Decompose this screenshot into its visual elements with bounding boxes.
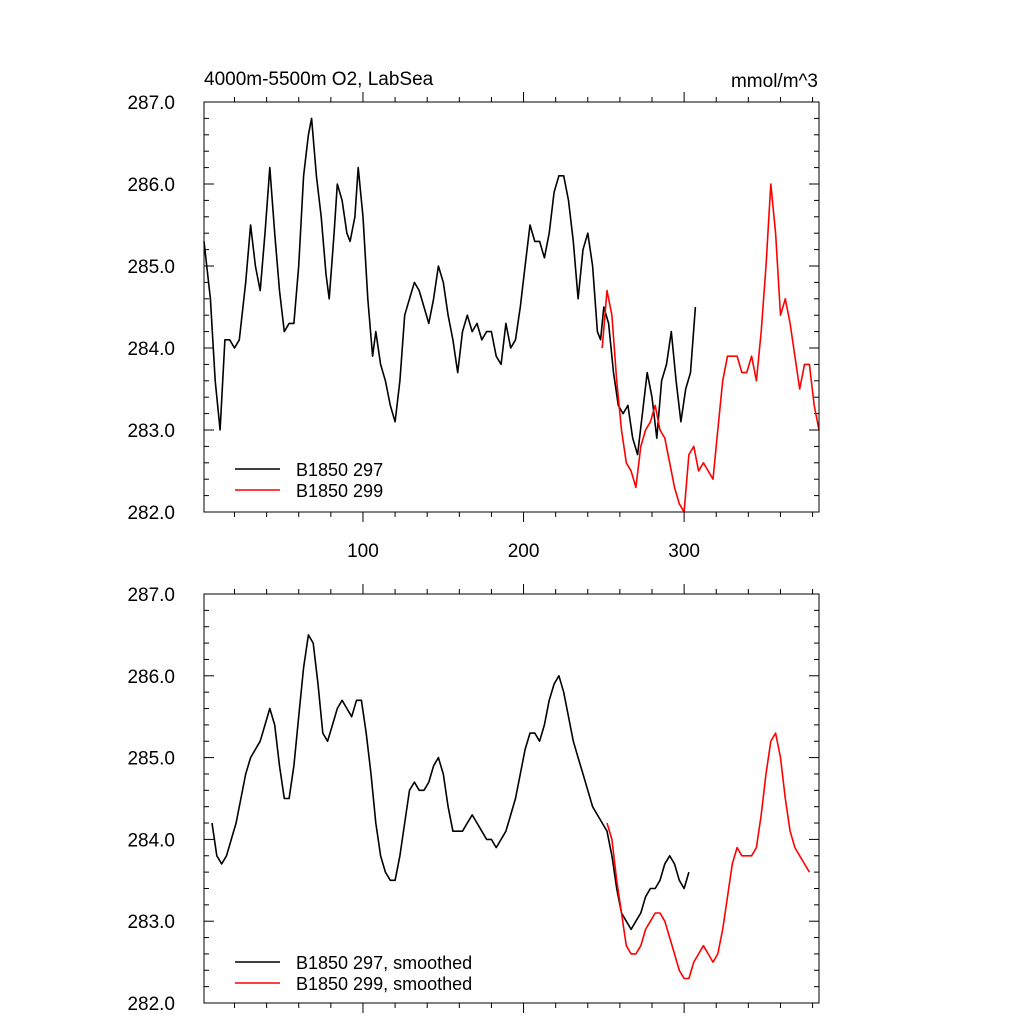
y-tick-label: 286.0 — [127, 175, 175, 196]
legend-label-1: B1850 299, smoothed — [296, 974, 472, 994]
axis-ticks: 282.0 283.0 284.0 285.0 286.0 287.0 — [127, 584, 819, 1015]
y-tick-label: 285.0 — [127, 749, 175, 770]
y-tick-label: 283.0 — [127, 912, 175, 933]
y-tick-label: 287.0 — [127, 93, 175, 114]
legend-label-1: B1850 299 — [296, 481, 383, 501]
x-tick-label: 300 — [668, 541, 700, 562]
top-panel: 4000m-5500m O2, LabSea mmol/m^3 282.0 283… — [127, 69, 820, 562]
plot-frame — [203, 593, 820, 1004]
series-line-1 — [606, 732, 811, 980]
y-tick-label: 284.0 — [127, 830, 175, 851]
y-tick-label: 285.0 — [127, 257, 175, 278]
plot-frame — [203, 101, 820, 513]
bottom-panel: 282.0 283.0 284.0 285.0 286.0 287.0 B1850 297… — [127, 584, 820, 1015]
series-line-0 — [203, 117, 697, 456]
y-tick-label: 287.0 — [127, 585, 175, 606]
series-line-1 — [601, 183, 820, 513]
units-label: mmol/m^3 — [731, 71, 818, 92]
y-tick-label: 286.0 — [127, 667, 175, 688]
legend-label-0: B1850 297 — [296, 460, 383, 480]
y-tick-label: 282.0 — [127, 503, 175, 524]
x-tick-label: 200 — [508, 541, 540, 562]
series-lines — [211, 634, 811, 980]
y-tick-label: 284.0 — [127, 339, 175, 360]
axis-ticks: 282.0 283.0 284.0 285.0 286.0 287.0 100 200 300 — [127, 92, 819, 562]
chart-title: 4000m-5500m O2, LabSea — [204, 69, 434, 90]
legend-label-0: B1850 297, smoothed — [296, 953, 472, 973]
series-line-0 — [211, 634, 690, 931]
x-tick-label: 100 — [347, 541, 379, 562]
series-lines — [203, 117, 820, 513]
y-tick-label: 283.0 — [127, 421, 175, 442]
y-tick-label: 282.0 — [127, 994, 175, 1015]
